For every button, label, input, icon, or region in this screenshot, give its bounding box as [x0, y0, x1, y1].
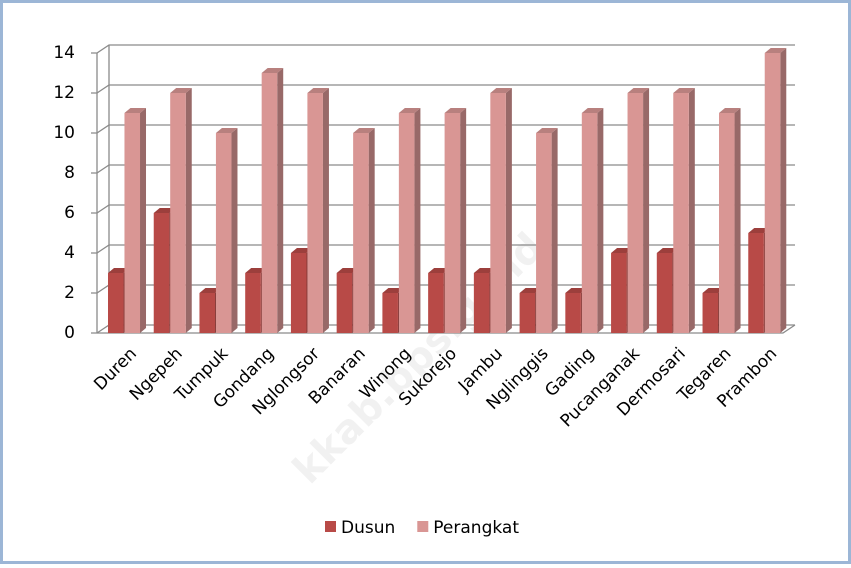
bar: [581, 113, 598, 333]
bar: [307, 93, 323, 333]
bar-top: [444, 108, 467, 113]
bar-top: [673, 88, 695, 93]
y-tick-label: 10: [53, 123, 75, 143]
bar: [673, 93, 689, 333]
bar: [473, 273, 490, 333]
bar-side: [231, 128, 238, 333]
bar: [245, 273, 261, 333]
bar: [748, 233, 764, 333]
bar-side: [688, 88, 695, 333]
bar: [519, 293, 536, 333]
bar: [611, 253, 627, 333]
bar-top: [108, 268, 130, 273]
bar-top: [245, 268, 267, 273]
bar: [428, 273, 444, 333]
bar-top: [519, 288, 542, 293]
bar-top: [764, 48, 787, 53]
y-tick-label: 6: [64, 203, 75, 223]
bar-top: [336, 268, 359, 273]
bar-top: [290, 248, 313, 253]
bar: [656, 253, 673, 333]
bar-side: [734, 108, 741, 333]
bar: [718, 113, 735, 333]
bar: [290, 253, 307, 333]
bar: [215, 133, 232, 333]
bar-top: [581, 108, 604, 113]
bar: [702, 293, 719, 333]
bar-side: [551, 128, 558, 333]
bar-side: [505, 88, 512, 333]
bar-top: [718, 108, 741, 113]
bar-top: [353, 128, 375, 133]
floor: [97, 324, 796, 334]
grid-line: [91, 44, 795, 54]
bar: [444, 113, 461, 333]
bar: [353, 133, 369, 333]
bar-top: [307, 88, 329, 93]
bar-top: [215, 128, 238, 133]
bar: [490, 93, 506, 333]
legend-swatch: [417, 521, 429, 532]
bar-side: [185, 88, 192, 333]
bar-top: [382, 288, 404, 293]
bar-side: [368, 128, 375, 333]
bar-side: [780, 48, 787, 333]
bar: [382, 293, 398, 333]
bar-top: [428, 268, 450, 273]
bar-top: [398, 108, 421, 113]
bar-top: [656, 248, 679, 253]
y-tick-label: 0: [64, 323, 75, 343]
bar-top: [536, 128, 558, 133]
legend-label: Perangkat: [433, 518, 519, 538]
y-tick-label: 14: [53, 43, 75, 63]
bar-side: [414, 108, 421, 333]
bar-top: [170, 88, 192, 93]
bar-side: [322, 88, 329, 333]
legend-label: Dusun: [341, 518, 395, 538]
bar: [108, 273, 124, 333]
bar-top: [490, 88, 512, 93]
bar-side: [643, 88, 650, 333]
bar-side: [277, 68, 284, 333]
grid-line: [91, 84, 795, 94]
bar-top: [565, 288, 587, 293]
bar: [627, 93, 644, 333]
bar: [336, 273, 353, 333]
y-tick-label: 4: [64, 243, 75, 263]
bar-top: [473, 268, 496, 273]
bar: [536, 133, 552, 333]
bar-side: [140, 108, 147, 333]
bar-top: [748, 228, 770, 233]
bar-top: [611, 248, 633, 253]
bar: [261, 73, 278, 333]
bar-top: [261, 68, 284, 73]
bar-side: [597, 108, 604, 333]
y-tick-label: 2: [64, 283, 75, 303]
bar: [398, 113, 415, 333]
y-tick-label: 12: [53, 83, 75, 103]
bar: [764, 53, 781, 333]
bar: [153, 213, 170, 333]
bar: [199, 293, 216, 333]
bar-top: [124, 108, 147, 113]
bar-side: [460, 108, 467, 333]
y-tick-label: 8: [64, 163, 75, 183]
bar-top: [153, 208, 176, 213]
bar: [124, 113, 141, 333]
bar-top: [702, 288, 725, 293]
bar: [170, 93, 186, 333]
legend-swatch: [325, 521, 336, 532]
bar-top: [627, 88, 650, 93]
bar: [565, 293, 581, 333]
bar-top: [199, 288, 222, 293]
